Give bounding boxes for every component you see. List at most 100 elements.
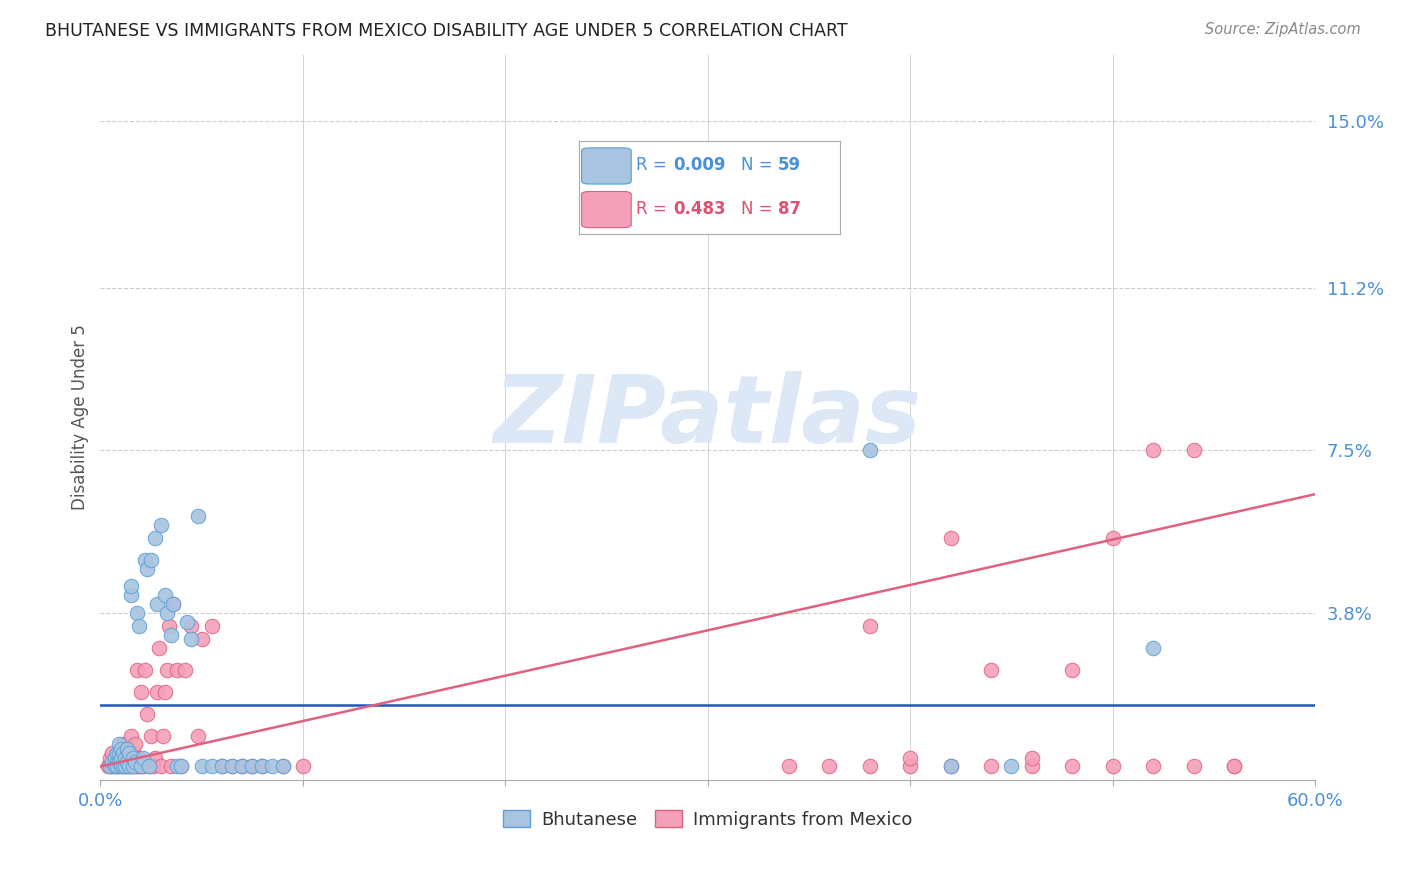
Point: [114, 742, 136, 756]
Point: [252, 759, 274, 773]
Point: [146, 597, 169, 611]
Point: [100, 750, 122, 764]
Point: [105, 759, 128, 773]
Point: [150, 518, 173, 533]
Point: [157, 619, 180, 633]
Point: [97, 759, 120, 773]
Point: [134, 553, 156, 567]
Point: [1142, 759, 1164, 773]
Point: [101, 759, 124, 773]
FancyBboxPatch shape: [582, 192, 631, 227]
Point: [114, 759, 136, 773]
Point: [166, 759, 188, 773]
Point: [121, 750, 143, 764]
Point: [160, 628, 183, 642]
Point: [125, 663, 148, 677]
Point: [262, 759, 284, 773]
Text: R =: R =: [637, 200, 672, 218]
Point: [1062, 663, 1084, 677]
Text: N =: N =: [741, 156, 778, 175]
Point: [1223, 759, 1246, 773]
Point: [103, 759, 125, 773]
Point: [128, 750, 150, 764]
Point: [696, 202, 718, 216]
Text: R =: R =: [637, 156, 672, 175]
Point: [115, 742, 138, 756]
Point: [111, 738, 134, 752]
Point: [138, 759, 160, 773]
Point: [186, 729, 208, 743]
Point: [1101, 759, 1123, 773]
Point: [174, 663, 197, 677]
Point: [132, 759, 155, 773]
Point: [240, 759, 263, 773]
Text: 0.483: 0.483: [673, 200, 725, 218]
Point: [110, 750, 132, 764]
Point: [121, 746, 143, 760]
Point: [114, 759, 136, 773]
Point: [939, 759, 962, 773]
Point: [105, 746, 128, 760]
Point: [186, 509, 208, 524]
Point: [1182, 443, 1205, 458]
Point: [190, 759, 212, 773]
Point: [120, 729, 142, 743]
Point: [103, 750, 125, 764]
Point: [100, 759, 122, 773]
Point: [142, 759, 165, 773]
Point: [221, 759, 243, 773]
Point: [107, 746, 129, 760]
Point: [135, 562, 157, 576]
Legend: Bhutanese, Immigrants from Mexico: Bhutanese, Immigrants from Mexico: [496, 803, 920, 836]
Point: [115, 759, 138, 773]
Point: [129, 685, 152, 699]
Point: [1142, 640, 1164, 655]
Point: [121, 759, 143, 773]
Point: [162, 597, 184, 611]
Text: 59: 59: [778, 156, 801, 175]
Point: [201, 619, 224, 633]
Point: [1000, 759, 1022, 773]
Point: [107, 755, 129, 769]
Point: [859, 619, 882, 633]
Point: [107, 759, 129, 773]
Point: [128, 759, 150, 773]
Point: [114, 750, 136, 764]
Point: [118, 759, 141, 773]
Point: [143, 750, 166, 764]
Point: [190, 632, 212, 646]
Point: [111, 759, 134, 773]
Point: [134, 663, 156, 677]
Point: [107, 738, 129, 752]
Point: [110, 742, 132, 756]
Point: [121, 759, 143, 773]
Y-axis label: Disability Age Under 5: Disability Age Under 5: [72, 325, 89, 510]
Point: [170, 759, 193, 773]
Point: [138, 759, 160, 773]
Point: [939, 759, 962, 773]
Point: [105, 755, 128, 769]
Text: ZIPatlas: ZIPatlas: [494, 371, 922, 463]
FancyBboxPatch shape: [582, 148, 631, 184]
Point: [898, 759, 921, 773]
Point: [150, 759, 173, 773]
Point: [231, 759, 253, 773]
Point: [118, 759, 141, 773]
Text: 0.009: 0.009: [673, 156, 725, 175]
Point: [1182, 759, 1205, 773]
Point: [124, 755, 146, 769]
Point: [125, 606, 148, 620]
Point: [859, 759, 882, 773]
Point: [211, 759, 233, 773]
Point: [818, 759, 841, 773]
Text: 87: 87: [778, 200, 801, 218]
Point: [129, 759, 152, 773]
Point: [110, 759, 132, 773]
Point: [221, 759, 243, 773]
Point: [115, 746, 138, 760]
Point: [101, 755, 124, 769]
Point: [118, 750, 141, 764]
Point: [124, 759, 146, 773]
Point: [101, 746, 124, 760]
Point: [271, 759, 294, 773]
